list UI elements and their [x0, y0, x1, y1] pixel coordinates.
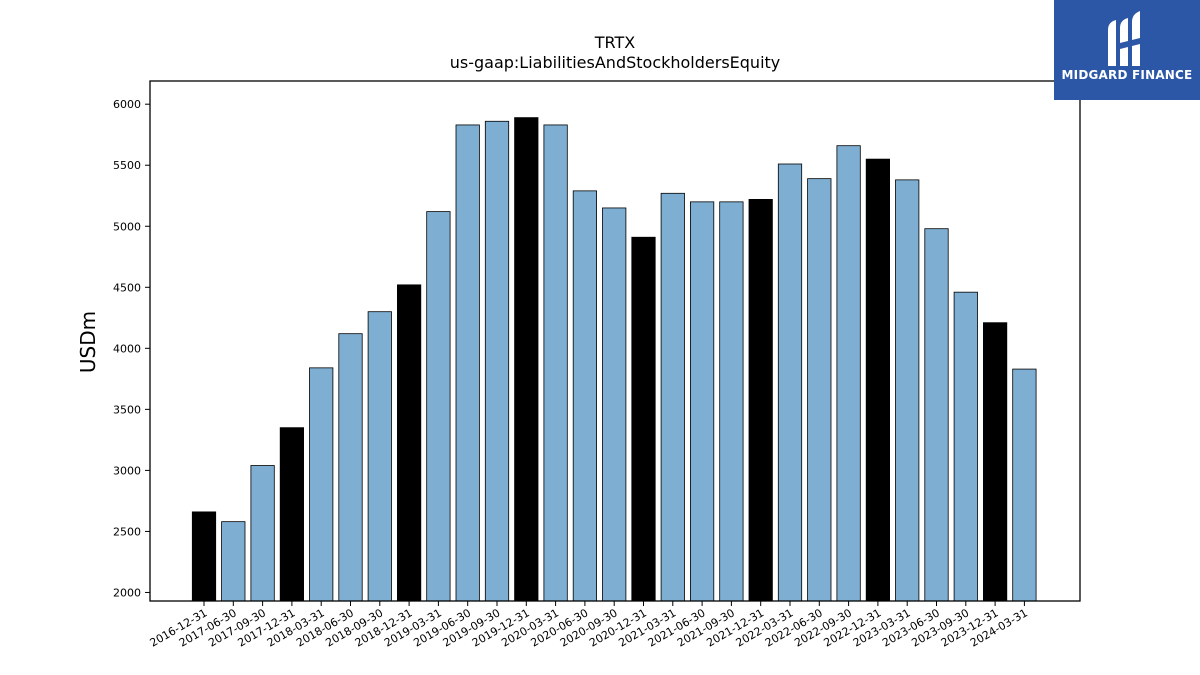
y-tick-label: 4000	[113, 342, 141, 355]
chart-title: TRTX	[594, 33, 636, 52]
bar-2023-12-31	[983, 322, 1008, 602]
bars-group	[191, 117, 1037, 602]
bar-2020-06-30	[572, 190, 598, 602]
y-tick-label: 2500	[113, 525, 141, 538]
chart-subtitle: us-gaap:LiabilitiesAndStockholdersEquity	[450, 53, 781, 72]
bar-2016-12-31	[191, 511, 217, 602]
bar-2020-03-31	[543, 124, 568, 602]
bar-2021-12-31	[748, 198, 773, 602]
bar-2021-03-31	[660, 192, 685, 602]
y-axis: 2000 2500 3000 3500 4000 4500 5000 5500 6000	[113, 98, 150, 599]
bar-2018-12-31	[396, 284, 422, 602]
y-tick-label: 6000	[113, 98, 141, 111]
bar-2023-03-31	[895, 179, 920, 602]
bar-2017-12-31	[279, 427, 305, 602]
bar-2018-03-31	[309, 367, 334, 602]
bar-2019-12-31	[514, 117, 539, 602]
bar-2018-06-30	[338, 333, 363, 602]
y-tick-label: 3000	[113, 464, 141, 477]
bar-2017-09-30	[250, 465, 275, 602]
logo-text: MIDGARD FINANCE	[1061, 68, 1193, 82]
bar-2019-06-30	[455, 124, 480, 602]
bar-2018-09-30	[367, 311, 392, 602]
bar-2021-06-30	[690, 201, 715, 602]
midgard-finance-logo: MIDGARD FINANCE	[1054, 0, 1200, 100]
plot-frame	[149, 80, 1081, 602]
y-tick-label: 4500	[113, 281, 141, 294]
bar-2022-12-31	[865, 158, 891, 602]
bar-2021-09-30	[719, 201, 744, 602]
bar-2023-06-30	[924, 228, 949, 602]
y-tick-label: 2000	[113, 586, 141, 599]
bar-2023-09-30	[953, 291, 978, 602]
y-tick-label: 3500	[113, 403, 141, 416]
bar-2022-03-31	[777, 163, 803, 602]
bar-2022-09-30	[836, 145, 861, 602]
x-axis: 2016-12-312017-06-302017-09-302017-12-31…	[148, 601, 1030, 650]
bar-2020-12-31	[631, 236, 656, 602]
y-tick-label: 5000	[113, 220, 141, 233]
y-axis-label: USDm	[76, 311, 100, 373]
y-tick-label: 5500	[113, 159, 141, 172]
bar-2017-06-30	[221, 521, 246, 602]
bar-2020-09-30	[602, 207, 627, 602]
bar-2022-06-30	[807, 178, 832, 602]
bar-2019-09-30	[484, 120, 510, 602]
bar-2019-03-31	[426, 211, 451, 602]
bar-2024-03-31	[1012, 368, 1037, 602]
midgard-logo-icon	[1108, 11, 1140, 66]
